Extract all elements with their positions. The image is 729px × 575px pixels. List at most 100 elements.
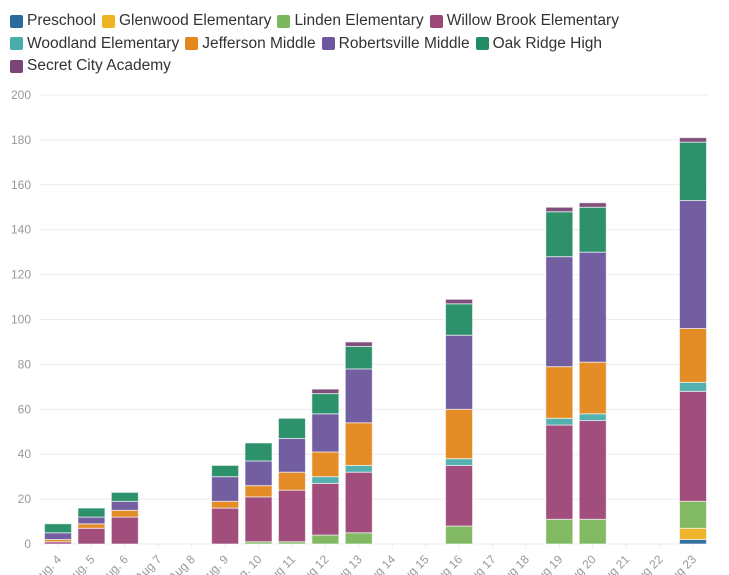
x-tick-label: Aug 21 — [595, 552, 632, 575]
legend-item[interactable]: Preschool — [10, 11, 96, 31]
legend-swatch — [475, 37, 489, 50]
bar-segment — [545, 366, 574, 419]
y-tick-label: 100 — [11, 313, 31, 327]
bar-segment — [578, 361, 607, 415]
bar-segment — [445, 334, 474, 410]
bar-segment — [244, 496, 273, 543]
y-tick-label: 140 — [11, 223, 31, 237]
legend-swatch — [101, 14, 115, 28]
bar-segment — [545, 256, 574, 368]
legend-item[interactable]: Secret City Academy — [10, 56, 171, 76]
x-tick-label: Aug 16 — [428, 552, 465, 575]
x-tick-label: Aug 15 — [395, 552, 432, 575]
legend-swatch — [185, 37, 199, 50]
legend-swatch — [321, 37, 335, 50]
bar-segment — [311, 534, 340, 545]
bar-segment — [679, 200, 707, 329]
legend-item[interactable]: Glenwood Elementary — [101, 11, 271, 31]
x-tick-label: Aug 8 — [166, 552, 198, 575]
bar-segment — [311, 413, 340, 453]
x-tick-label: Aug 23 — [662, 552, 699, 575]
x-tick-label: Aug. 9 — [197, 552, 232, 575]
bar-segment — [344, 422, 373, 466]
bar-segment — [679, 141, 707, 202]
x-tick-label: Aug. 10 — [225, 552, 264, 575]
bar-segment — [211, 500, 240, 509]
legend-label: Robertsville Middle — [338, 34, 470, 52]
bar-segment — [679, 527, 707, 541]
bar-segment — [679, 137, 707, 143]
legend-label: Jefferson Middle — [202, 34, 316, 52]
bar-segment — [578, 206, 607, 253]
bar-segment — [445, 298, 474, 305]
bar-segment — [344, 532, 373, 545]
bar-segment — [244, 442, 273, 462]
legend-swatch — [10, 59, 23, 73]
legend-swatch — [429, 14, 443, 28]
x-tick-label: Aug 19 — [529, 552, 566, 575]
y-tick-label: 180 — [11, 133, 31, 147]
bar-segment — [311, 482, 340, 536]
bar-segment — [77, 523, 106, 529]
legend-item[interactable]: Woodland Elementary — [10, 34, 179, 54]
bar-segment — [344, 464, 373, 473]
y-tick-label: 200 — [11, 88, 31, 102]
y-tick-label: 160 — [11, 178, 31, 192]
bar-segment — [311, 476, 340, 484]
y-tick-label: 0 — [24, 537, 31, 551]
bar-segment — [44, 532, 72, 541]
bar-segment — [311, 393, 340, 415]
bar-segment — [445, 458, 474, 466]
bar-segment — [244, 485, 273, 498]
bar-segment — [445, 525, 474, 545]
bar-segment — [445, 464, 474, 527]
legend-label: Willow Brook Elementary — [446, 12, 619, 29]
x-tick-label: Aug 12 — [295, 552, 332, 575]
bar-segment — [211, 507, 240, 545]
bar-segment — [679, 327, 707, 383]
bar-segment — [211, 464, 240, 478]
bar-segment — [110, 516, 139, 545]
y-tick-label: 40 — [18, 447, 32, 461]
legend-item[interactable]: Willow Brook Elementary — [429, 11, 619, 31]
bar-segment — [578, 420, 607, 520]
legend-item[interactable]: Linden Elementary — [277, 11, 424, 31]
bar-segment — [578, 251, 607, 363]
x-tick-label: Aug 7 — [132, 552, 164, 575]
bar-segment — [545, 211, 574, 258]
bar-segment — [578, 518, 607, 545]
bar-segment — [545, 206, 574, 213]
x-tick-label: Aug 22 — [629, 552, 666, 575]
bar-segment — [277, 489, 306, 543]
bar-segment — [277, 471, 306, 491]
legend-label: Linden Elementary — [294, 12, 424, 29]
legend-item[interactable]: Jefferson Middle — [185, 34, 316, 54]
x-tick-label: Aug. 4 — [30, 552, 65, 575]
bar-segment — [545, 417, 574, 426]
x-tick-label: Aug 11 — [262, 552, 298, 575]
x-tick-label: Aug 18 — [495, 552, 532, 575]
x-tick-label: Aug 17 — [462, 552, 499, 575]
legend-swatch — [10, 14, 23, 28]
bar-segment — [110, 491, 139, 502]
y-tick-label: 20 — [18, 492, 32, 506]
bar-segment — [578, 413, 607, 422]
bar-segment — [344, 471, 373, 534]
bar-segment — [311, 388, 340, 395]
bar-segment — [545, 424, 574, 520]
bar-segment — [679, 500, 707, 529]
bar-segment — [344, 368, 373, 424]
bar-segment — [110, 500, 139, 511]
bar-segment — [110, 509, 139, 518]
y-tick-label: 60 — [18, 402, 32, 416]
bar-segment — [679, 539, 707, 545]
bar-segment — [578, 202, 607, 208]
y-tick-label: 80 — [18, 357, 32, 371]
bar-segment — [344, 345, 373, 370]
legend-label: Woodland Elementary — [27, 34, 180, 52]
bar-segment — [679, 390, 707, 502]
legend-item[interactable]: Oak Ridge High — [475, 34, 602, 54]
legend-item[interactable]: Robertsville Middle — [321, 34, 470, 54]
bar-segment — [445, 303, 474, 336]
